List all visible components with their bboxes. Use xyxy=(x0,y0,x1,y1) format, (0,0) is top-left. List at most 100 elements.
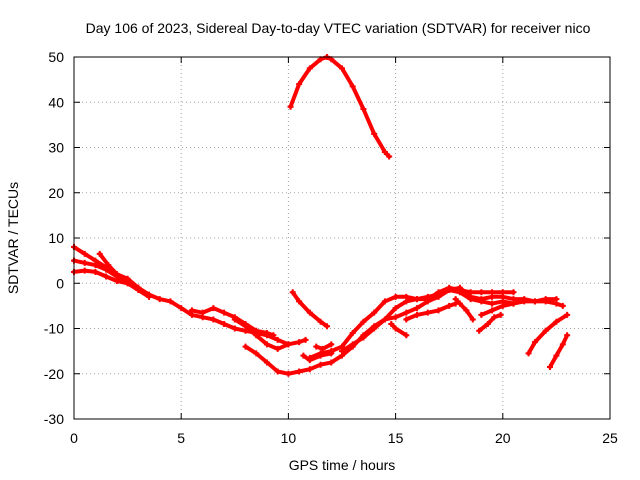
data-point xyxy=(263,330,270,337)
data-point xyxy=(131,282,138,289)
data-point xyxy=(564,332,571,339)
data-point xyxy=(306,357,313,364)
data-point xyxy=(446,302,453,309)
data-point xyxy=(414,296,421,303)
data-point xyxy=(328,341,335,348)
data-point xyxy=(452,296,459,303)
series-arc-12 xyxy=(452,296,476,323)
data-point xyxy=(156,296,163,303)
data-point xyxy=(414,305,421,312)
plot-frame xyxy=(73,56,611,420)
data-point xyxy=(371,309,378,316)
data-point xyxy=(210,316,217,323)
data-point xyxy=(388,320,395,327)
data-point xyxy=(289,289,296,296)
data-point xyxy=(478,289,485,296)
data-point xyxy=(253,350,260,357)
data-point xyxy=(317,318,324,325)
data-point xyxy=(525,350,532,357)
data-point xyxy=(349,341,356,348)
y-tick-label: 40 xyxy=(48,94,64,110)
data-point xyxy=(253,332,260,339)
data-point xyxy=(319,345,326,352)
grid xyxy=(74,57,610,419)
data-point xyxy=(489,300,496,307)
data-point xyxy=(559,302,566,309)
series-arc-14 xyxy=(478,296,560,318)
data-point xyxy=(287,103,294,110)
data-point xyxy=(553,352,560,359)
series-arc-19 xyxy=(313,341,335,352)
data-point xyxy=(231,325,238,332)
data-point xyxy=(435,291,442,298)
x-tick-label: 5 xyxy=(177,430,185,446)
data-point xyxy=(81,259,88,266)
data-point xyxy=(313,343,320,350)
data-point xyxy=(242,323,249,330)
data-point xyxy=(122,277,129,284)
x-axis-label: GPS time / hours xyxy=(289,457,396,473)
series-arc-18 xyxy=(300,350,335,364)
series-line-arc-13 xyxy=(477,312,503,333)
data-point xyxy=(463,307,470,314)
data-point xyxy=(317,352,324,359)
data-point xyxy=(403,332,410,339)
series-line-arc-18 xyxy=(301,351,334,363)
x-tick-label: 25 xyxy=(602,430,618,446)
data-point xyxy=(553,296,560,303)
data-point xyxy=(392,305,399,312)
data-point xyxy=(135,284,142,291)
data-point xyxy=(371,130,378,137)
data-point xyxy=(302,336,309,343)
data-point xyxy=(285,370,292,377)
data-point xyxy=(96,250,103,257)
data-point xyxy=(542,327,549,334)
data-point xyxy=(531,339,538,346)
data-point xyxy=(221,309,228,316)
data-point xyxy=(456,300,463,307)
data-point xyxy=(105,262,112,269)
data-point xyxy=(546,363,553,370)
data-point xyxy=(210,305,217,312)
data-point xyxy=(381,298,388,305)
data-point xyxy=(92,262,99,269)
series-line-arc-1 xyxy=(72,245,308,347)
data-point xyxy=(499,289,506,296)
data-point xyxy=(263,341,270,348)
data-point xyxy=(446,287,453,294)
data-point xyxy=(103,273,110,280)
data-point xyxy=(360,334,367,341)
series-line-arc-16 xyxy=(548,333,570,369)
y-tick-label: -20 xyxy=(44,366,64,382)
data-point xyxy=(263,359,270,366)
data-point xyxy=(510,289,517,296)
data-point xyxy=(242,343,249,350)
series-arc-8 xyxy=(306,284,517,361)
data-point xyxy=(221,320,228,327)
data-point xyxy=(491,314,498,321)
series-line-arc-20 xyxy=(288,55,392,159)
data-point xyxy=(300,352,307,359)
data-point xyxy=(296,81,303,88)
series-arc-17 xyxy=(289,289,330,330)
series-line-arc-10 xyxy=(389,322,409,338)
chart-title: Day 106 of 2023, Sidereal Day-to-day VTE… xyxy=(86,20,591,36)
data-point xyxy=(559,341,566,348)
data-point xyxy=(113,271,120,278)
x-tick-label: 20 xyxy=(495,430,511,446)
data-point xyxy=(296,339,303,346)
data-point xyxy=(270,332,277,339)
data-point xyxy=(386,153,393,160)
data-point xyxy=(392,325,399,332)
x-tick-label: 0 xyxy=(70,430,78,446)
data-point xyxy=(360,318,367,325)
data-point xyxy=(403,298,410,305)
data-point xyxy=(489,307,496,314)
series-arc-9 xyxy=(339,287,517,355)
y-tick-label: 30 xyxy=(48,140,64,156)
x-tick-label: 10 xyxy=(281,430,297,446)
y-axis-label: SDTVAR / TECUs xyxy=(5,182,21,294)
data-point xyxy=(113,277,120,284)
data-point xyxy=(306,309,313,316)
